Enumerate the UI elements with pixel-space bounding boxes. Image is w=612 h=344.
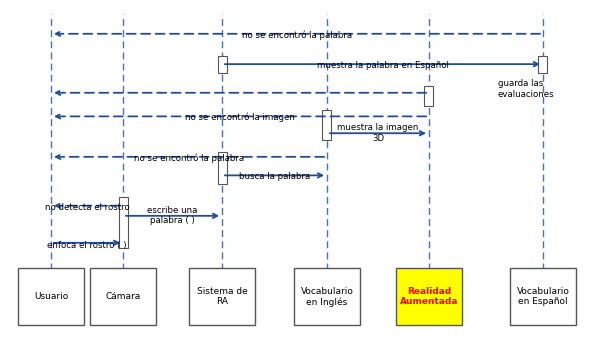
FancyBboxPatch shape bbox=[217, 56, 226, 73]
Text: busca la palabra: busca la palabra bbox=[239, 172, 310, 181]
Text: guarda las
evaluaciones: guarda las evaluaciones bbox=[498, 79, 554, 99]
FancyBboxPatch shape bbox=[323, 110, 332, 140]
FancyBboxPatch shape bbox=[425, 86, 433, 106]
FancyBboxPatch shape bbox=[189, 268, 255, 325]
Text: no se encontró la imagen: no se encontró la imagen bbox=[185, 113, 295, 122]
FancyBboxPatch shape bbox=[18, 268, 84, 325]
Text: no se encontró la palabra: no se encontró la palabra bbox=[242, 30, 352, 40]
Text: Sistema de
RA: Sistema de RA bbox=[196, 287, 247, 307]
Text: Usuario: Usuario bbox=[34, 292, 68, 301]
FancyBboxPatch shape bbox=[510, 268, 576, 325]
FancyBboxPatch shape bbox=[217, 152, 226, 184]
Text: enfoca el rostro ( ): enfoca el rostro ( ) bbox=[47, 241, 127, 250]
Text: escribe una
palabra ( ): escribe una palabra ( ) bbox=[147, 206, 198, 225]
Text: Realidad
Aumentada: Realidad Aumentada bbox=[400, 287, 458, 307]
Text: muestra la palabra en Español: muestra la palabra en Español bbox=[316, 61, 449, 70]
FancyBboxPatch shape bbox=[396, 268, 462, 325]
Text: no se encontró la palabra: no se encontró la palabra bbox=[134, 153, 244, 163]
Text: Vocabulario
en Español: Vocabulario en Español bbox=[517, 287, 569, 307]
FancyBboxPatch shape bbox=[119, 197, 127, 248]
Text: Vocabulario
en Inglés: Vocabulario en Inglés bbox=[300, 287, 353, 307]
FancyBboxPatch shape bbox=[294, 268, 360, 325]
Text: no detecta el rostro: no detecta el rostro bbox=[45, 203, 129, 212]
Text: Cámara: Cámara bbox=[105, 292, 141, 301]
FancyBboxPatch shape bbox=[90, 268, 156, 325]
Text: muestra la imagen
3D: muestra la imagen 3D bbox=[337, 123, 419, 143]
FancyBboxPatch shape bbox=[539, 56, 547, 73]
